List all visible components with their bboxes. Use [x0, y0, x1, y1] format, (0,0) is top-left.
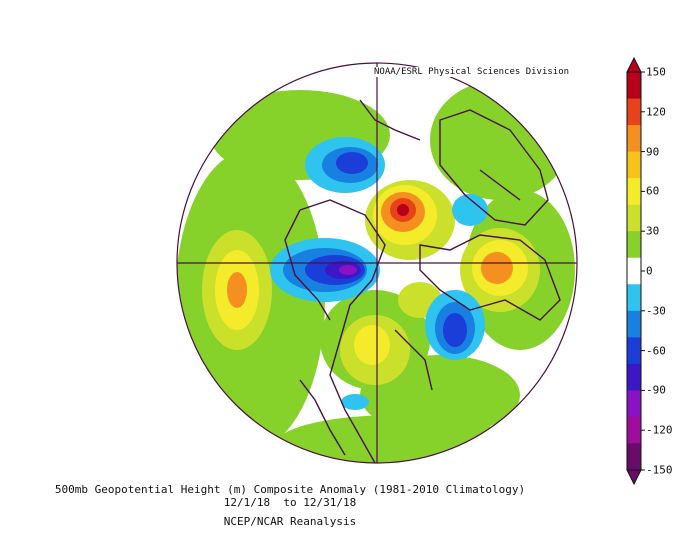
colorbar-segment: [627, 231, 641, 259]
colorbar-segment: [627, 416, 641, 444]
colorbar-max-arrow: [626, 56, 642, 73]
colorbar-segment: [627, 310, 641, 338]
colorbar-tick-label: -60: [646, 344, 666, 358]
colorbar-segment: [627, 125, 641, 153]
colorbar-tick-label: 120: [646, 105, 666, 119]
colorbar-tick-label: 150: [646, 65, 666, 79]
colorbar-tick-label: 0: [646, 264, 653, 278]
caption-source: NCEP/NCAR Reanalysis: [223, 515, 357, 528]
colorbar-segment: [627, 257, 641, 285]
colorbar-tick-label: -30: [646, 304, 666, 318]
anomaly-field: [177, 63, 577, 463]
colorbar-segment: [627, 98, 641, 126]
colorbar-segment: [627, 72, 641, 100]
colorbar-segment: [627, 204, 641, 232]
caption-title: 500mb Geopotential Height (m) Composite …: [54, 483, 526, 496]
colorbar-segment: [627, 390, 641, 418]
colorbar-tick-label: -120: [646, 423, 673, 437]
colorbar-min-arrow: [626, 469, 642, 486]
credit-label: NOAA/ESRL Physical Sciences Division: [372, 67, 572, 77]
colorbar-tick-label: 30: [646, 224, 660, 238]
colorbar-segment: [627, 337, 641, 365]
colorbar-segment: [627, 443, 641, 471]
colorbar-segment: [627, 363, 641, 391]
colorbar-segment: [627, 151, 641, 179]
colorbar: [626, 56, 645, 486]
colorbar-segment: [627, 178, 641, 206]
colorbar-tick-label: 60: [646, 184, 660, 198]
caption-dates: 12/1/18 to 12/31/18: [223, 496, 357, 509]
colorbar-tick-label: -90: [646, 383, 666, 397]
colorbar-tick-label: -150: [646, 463, 673, 477]
colorbar-segment: [627, 284, 641, 312]
colorbar-tick-label: 90: [646, 145, 660, 159]
